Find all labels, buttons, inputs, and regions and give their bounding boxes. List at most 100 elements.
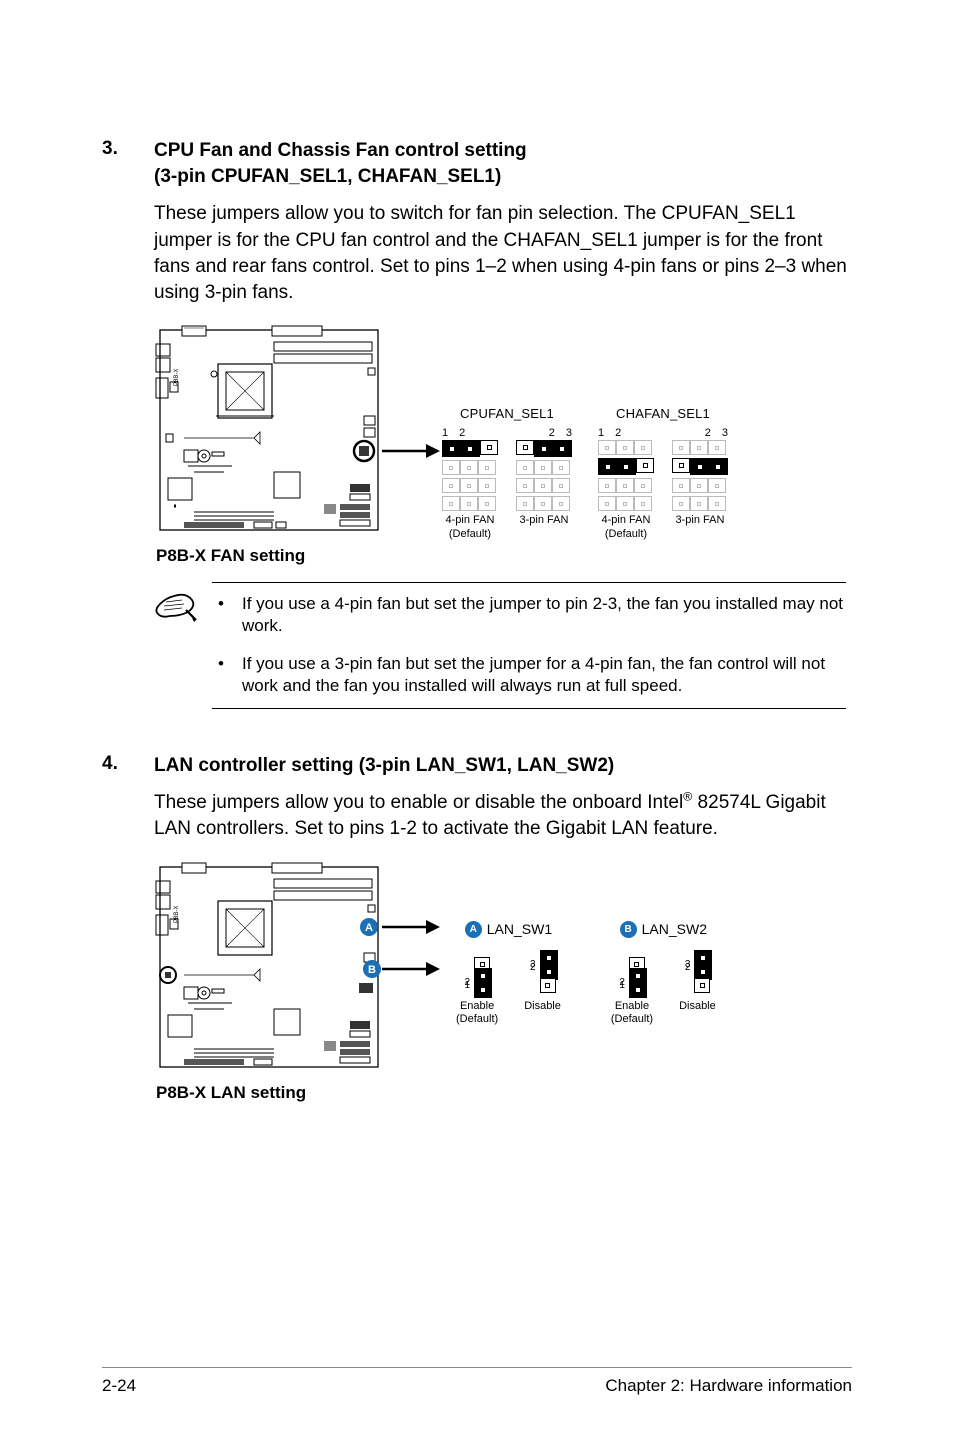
section-4-number: 4. — [102, 753, 154, 779]
svg-text:P8B-X: P8B-X — [174, 905, 180, 922]
fan-diagram-title: P8B-X FAN setting — [156, 546, 852, 566]
lan-jumper-columns: ALAN_SW121Enable(Default)32DisableBLAN_S… — [442, 921, 852, 1028]
jumper-group-label: CPUFAN_SEL1 — [460, 406, 554, 421]
jumper-caption: 3-pin FAN — [676, 514, 725, 528]
jumper-caption: 4-pin FAN(Default) — [602, 514, 651, 542]
section-4-title: LAN controller setting (3-pin LAN_SW1, L… — [154, 753, 614, 779]
lan-pin-number: 2 — [682, 962, 690, 973]
pin-numbers: 23 — [672, 427, 728, 439]
lan-cell-row — [528, 977, 558, 995]
note-bullet: • — [212, 593, 242, 637]
fan-jumper-group: CPUFAN_SEL1 12 4-pin FAN(Default) 23 3-pin F… — [442, 406, 572, 542]
jumper-row — [442, 460, 498, 475]
jumper-row — [598, 458, 654, 475]
jumper-row — [516, 440, 572, 457]
lan-stack: 21 — [462, 956, 492, 995]
section-3-number: 3. — [102, 138, 154, 189]
lan-caption: Enable(Default) — [611, 1000, 653, 1028]
jumper-row — [672, 478, 728, 493]
jumper-row — [598, 496, 654, 511]
lan-stack: 32 — [682, 956, 712, 995]
fan-diagram: P8B-X CPUFAN_SEL1 12 4-pin FAN(Default) 23 3… — [154, 324, 852, 566]
jumper-row — [672, 496, 728, 511]
jumper-row — [598, 440, 654, 455]
lan-stack: 21 — [617, 956, 647, 995]
page-footer: 2-24 Chapter 2: Hardware information — [102, 1367, 852, 1396]
section-4-body: These jumpers allow you to enable or dis… — [154, 790, 852, 842]
lan-pair: 21Enable(Default)32Disable — [611, 956, 716, 1028]
lan-pin-number: 2 — [528, 962, 536, 973]
jumper-unit: 12 4-pin FAN(Default) — [442, 427, 498, 542]
registered-mark: ® — [683, 790, 692, 804]
section-3-title: CPU Fan and Chassis Fan control setting … — [154, 138, 527, 189]
lan-diagram-row: A B — [154, 861, 852, 1079]
lan-unit: 32 Disable — [524, 956, 561, 1028]
lan-cell-row: 1 — [462, 977, 492, 995]
lan-group-title-row: B LAN_SW2 — [620, 921, 707, 938]
lan-caption: Disable — [524, 1000, 561, 1014]
jumper-unit: 23 3-pin FAN — [672, 427, 728, 542]
jumper-stack — [672, 440, 728, 511]
lan-group-title-row: ALAN_SW1 — [465, 921, 552, 938]
svg-text:B: B — [368, 964, 376, 976]
jumper-row — [442, 478, 498, 493]
jumper-row — [516, 496, 572, 511]
jumper-group-label: CHAFAN_SEL1 — [616, 406, 710, 421]
lan-pin-number: 1 — [462, 980, 470, 991]
note-text: If you use a 3-pin fan but set the jumpe… — [242, 653, 846, 697]
note-item: •If you use a 3-pin fan but set the jump… — [212, 653, 846, 697]
lan-badge: A — [465, 921, 482, 938]
jumper-row — [672, 440, 728, 455]
jumper-row — [516, 478, 572, 493]
lan-pair: 21Enable(Default) 32 Disable — [456, 956, 561, 1028]
lan-cell-row: 2 — [682, 959, 712, 977]
lan-unit: 32Disable — [679, 956, 716, 1028]
section-3-body: These jumpers allow you to switch for fa… — [154, 201, 852, 306]
jumper-stack — [442, 440, 498, 511]
lan-cell-row — [682, 977, 712, 995]
jumper-stack — [516, 440, 572, 511]
jumper-stack — [598, 440, 654, 511]
section-3-title-line2: (3-pin CPUFAN_SEL1, CHAFAN_SEL1) — [154, 166, 501, 187]
jumper-unit: 23 3-pin FAN — [516, 427, 572, 542]
chapter-label: Chapter 2: Hardware information — [605, 1376, 852, 1396]
fan-diagram-row: P8B-X CPUFAN_SEL1 12 4-pin FAN(Default) 23 3… — [154, 324, 852, 542]
lan-stack: 32 — [528, 956, 558, 995]
lan-diagram: A B — [154, 861, 852, 1103]
jumper-row — [598, 478, 654, 493]
note-bullet: • — [212, 653, 242, 697]
jumper-row — [442, 496, 498, 511]
jumper-row — [672, 458, 728, 475]
jumper-caption: 3-pin FAN — [520, 514, 569, 528]
section-4-body-before: These jumpers allow you to enable or dis… — [154, 792, 683, 813]
section-3-header: 3. CPU Fan and Chassis Fan control setti… — [102, 138, 852, 189]
note-icon — [102, 582, 212, 708]
page: 3. CPU Fan and Chassis Fan control setti… — [0, 0, 954, 1103]
note-content: •If you use a 4-pin fan but set the jump… — [212, 582, 852, 708]
lan-badge: B — [620, 921, 637, 938]
note-rule-top — [212, 582, 846, 583]
lan-cell-row: 2 — [528, 959, 558, 977]
page-number: 2-24 — [102, 1376, 136, 1396]
lan-unit: 21Enable(Default) — [456, 956, 498, 1028]
lan-unit: 21 Enable(Default) — [611, 956, 653, 1028]
fan-jumper-detail: CPUFAN_SEL1 12 4-pin FAN(Default) 23 3-pin F… — [442, 324, 852, 542]
note-text: If you use a 4-pin fan but set the jumpe… — [242, 593, 846, 637]
pin-numbers: 12 — [442, 427, 498, 439]
jumper-caption: 4-pin FAN(Default) — [446, 514, 495, 542]
fan-jumper-columns: CPUFAN_SEL1 12 4-pin FAN(Default) 23 3-pin F… — [442, 406, 852, 542]
lan-group-label: LAN_SW2 — [642, 921, 707, 937]
callout-arrow-1 — [382, 324, 442, 542]
jumper-pair: 12 4-pin FAN(Default) 23 3-pin FAN — [442, 427, 572, 542]
motherboard-outline-2: A B — [154, 861, 384, 1079]
lan-pin-number: 1 — [617, 980, 625, 991]
pin-numbers: 23 — [516, 427, 572, 439]
jumper-row — [516, 460, 572, 475]
pin-numbers: 12 — [598, 427, 654, 439]
motherboard-outline-1: P8B-X — [154, 324, 384, 542]
section-4-header: 4. LAN controller setting (3-pin LAN_SW1… — [102, 753, 852, 779]
note-item: •If you use a 4-pin fan but set the jump… — [212, 593, 846, 637]
svg-text:A: A — [365, 922, 373, 934]
note-rule-bottom — [212, 708, 846, 709]
lan-jumper-detail: ALAN_SW121Enable(Default)32DisableBLAN_S… — [442, 861, 852, 1028]
